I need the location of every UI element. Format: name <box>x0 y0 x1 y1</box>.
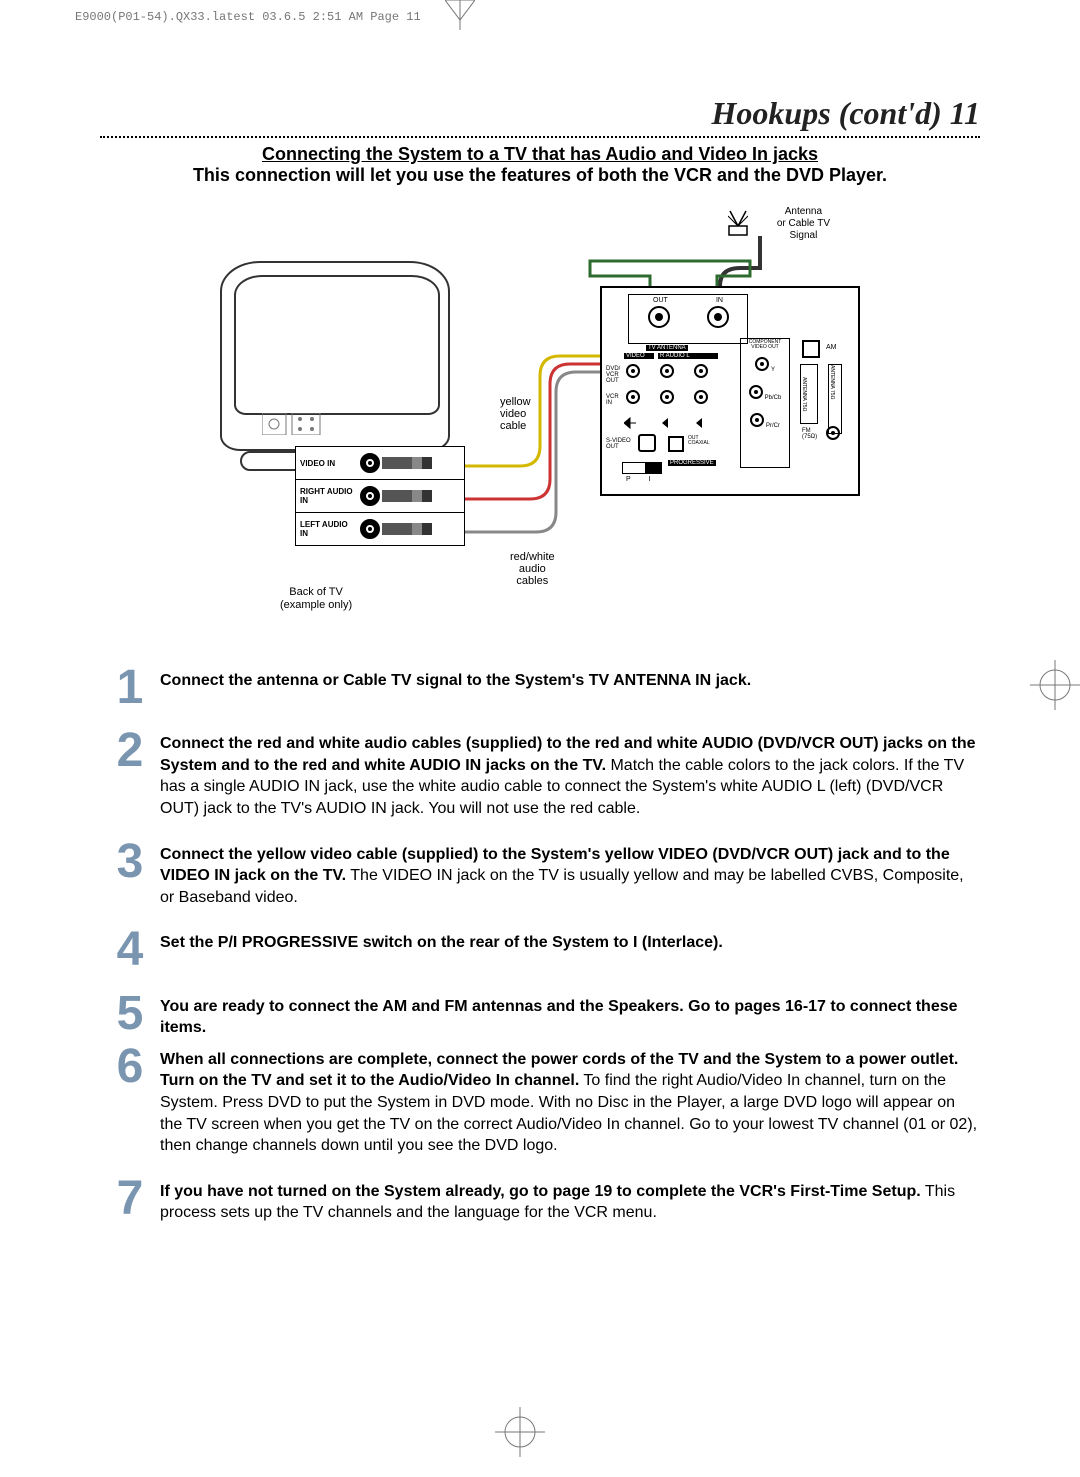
video-in-label: VIDEO IN <box>300 459 356 468</box>
step-text: Connect the antenna or Cable TV signal t… <box>160 666 980 692</box>
step-text: Connect the red and white audio cables (… <box>160 729 980 819</box>
page-title: Hookups (cont'd) 11 <box>100 95 980 132</box>
step-number: 1 <box>100 666 160 709</box>
tv-jack-panel: VIDEO IN RIGHT AUDIO IN LEFT AUDIO IN <box>295 446 465 546</box>
ant75-label: ANTENNA 75Ω <box>801 365 807 423</box>
pb-label: Pb/Cb <box>765 395 782 401</box>
jack-icon <box>360 519 380 539</box>
crop-header: E9000(P01-54).QX33.latest 03.6.5 2:51 AM… <box>75 10 421 24</box>
jack-icon <box>660 364 674 378</box>
video-in-row: VIDEO IN <box>296 447 464 480</box>
jack-icon <box>360 453 380 473</box>
crop-mark-bottom-icon <box>495 1407 545 1457</box>
coax-jack-icon <box>668 436 684 452</box>
pr-label: Pr/Cr <box>766 423 780 429</box>
step-text: If you have not turned on the System alr… <box>160 1177 980 1224</box>
fm-label: FM (75Ω) <box>802 428 817 440</box>
jack-icon <box>694 364 708 378</box>
jack-icon <box>749 385 763 399</box>
dvdvcrout-label: DVD/ VCR OUT <box>606 366 620 384</box>
step-text: Connect the yellow video cable (supplied… <box>160 840 980 909</box>
jack-icon <box>694 390 708 404</box>
step-2: 2 Connect the red and white audio cables… <box>100 729 980 819</box>
antenna-icon <box>728 208 748 236</box>
step-text: When all connections are complete, conne… <box>160 1045 980 1157</box>
step-4: 4 Set the P/I PROGRESSIVE switch on the … <box>100 928 980 971</box>
redwhite-cable-label: red/white audio cables <box>510 551 555 587</box>
step-number: 7 <box>100 1177 160 1220</box>
am-jack-icon <box>802 340 820 358</box>
hookup-diagram: Antenna or Cable TV Signal <box>220 206 860 626</box>
audio-label: R AUDIO L <box>658 353 718 359</box>
step-1: 1 Connect the antenna or Cable TV signal… <box>100 666 980 709</box>
y-label: Y <box>771 367 775 373</box>
pi-label: P I <box>626 476 658 483</box>
plug-icon <box>382 490 432 502</box>
step-5: 5 You are ready to connect the AM and FM… <box>100 992 980 1039</box>
jack-icon <box>660 390 674 404</box>
crop-mark-top-icon <box>445 0 475 30</box>
subtitle-connecting: Connecting the System to a TV that has A… <box>100 144 980 165</box>
out-label: OUT <box>653 297 668 304</box>
left-audio-row: LEFT AUDIO IN <box>296 513 464 545</box>
step-6: 6 When all connections are complete, con… <box>100 1045 980 1157</box>
right-audio-label: RIGHT AUDIO IN <box>300 487 356 505</box>
in-label: IN <box>716 297 723 304</box>
step-3: 3 Connect the yellow video cable (suppli… <box>100 840 980 909</box>
component-label: COMPONENT VIDEO OUT <box>741 339 789 351</box>
ant75-label-2: ANTENNA 75Ω <box>829 365 835 433</box>
crop-mark-right-icon <box>1030 660 1080 710</box>
svideo-label: S-VIDEO OUT <box>606 438 631 450</box>
system-rear-panel: OUT IN TV ANTENNA VIDEO R AUDIO L DVD/ V… <box>600 286 860 496</box>
step-text: Set the P/I PROGRESSIVE switch on the re… <box>160 928 980 954</box>
tv-screen <box>234 275 440 415</box>
step-text: You are ready to connect the AM and FM a… <box>160 992 980 1039</box>
jack-icon <box>360 486 380 506</box>
dotted-rule <box>100 136 980 138</box>
tvantenna-label: TV ANTENNA <box>646 345 688 351</box>
tv-back <box>220 261 450 451</box>
step-number: 4 <box>100 928 160 971</box>
steps-list: 1 Connect the antenna or Cable TV signal… <box>100 666 980 1224</box>
plug-icon <box>382 523 432 535</box>
tv-jack-icon <box>262 413 322 435</box>
vcrin-label: VCR IN <box>606 394 619 406</box>
tv-caption: Back of TV (example only) <box>280 586 352 612</box>
svideo-jack-icon <box>638 434 656 452</box>
page-content: Hookups (cont'd) 11 Connecting the Syste… <box>100 95 980 1244</box>
step-number: 3 <box>100 840 160 883</box>
subtitle-features: This connection will let you use the fea… <box>100 165 980 186</box>
left-audio-label: LEFT AUDIO IN <box>300 520 356 538</box>
yellow-cable-label: yellow video cable <box>500 396 531 432</box>
am-label: AM <box>826 344 837 351</box>
right-audio-row: RIGHT AUDIO IN <box>296 480 464 513</box>
jack-icon <box>755 357 769 371</box>
progressive-label: PROGRESSIVE <box>668 460 716 466</box>
video-label: VIDEO <box>624 353 654 359</box>
step-number: 2 <box>100 729 160 772</box>
step-number: 5 <box>100 992 160 1035</box>
step-number: 6 <box>100 1045 160 1088</box>
coax-label: OUT COAXIAL <box>688 436 710 446</box>
diagram-wrap: Antenna or Cable TV Signal <box>100 206 980 626</box>
antenna-label: Antenna or Cable TV Signal <box>777 206 830 242</box>
jack-icon <box>750 413 764 427</box>
pi-switch <box>622 462 662 474</box>
plug-icon <box>382 457 432 469</box>
arrow-icon <box>624 416 718 430</box>
jack-icon <box>626 390 640 404</box>
step-7: 7 If you have not turned on the System a… <box>100 1177 980 1224</box>
jack-icon <box>626 364 640 378</box>
